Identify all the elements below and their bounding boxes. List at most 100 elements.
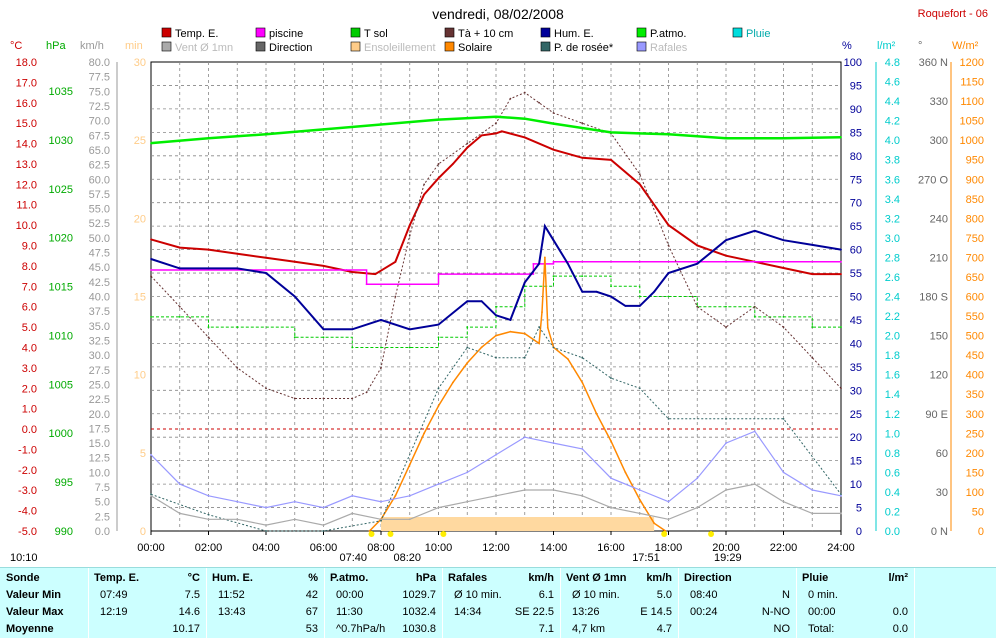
data-point xyxy=(437,387,440,390)
data-point xyxy=(696,244,699,247)
wind-axis-tick-label: 20.0 xyxy=(89,409,110,421)
stats-cell-time: 13:43 xyxy=(218,606,246,618)
stats-cell-value: 6.1 xyxy=(538,589,554,601)
data-point xyxy=(236,500,239,503)
rain-axis-tick-label: 0.0 xyxy=(885,526,900,538)
data-point xyxy=(552,275,555,278)
stats-cell-time: Total: xyxy=(808,623,835,635)
data-point xyxy=(265,524,267,527)
wind-axis-unit: km/h xyxy=(80,40,104,52)
x-tick-label: 12:00 xyxy=(482,542,510,554)
stats-row: 53 xyxy=(206,623,324,640)
minutes-axis-tick-label: 30 xyxy=(134,57,146,69)
wind-axis-tick-label: 40.0 xyxy=(89,292,110,304)
legend-swatch xyxy=(350,27,361,38)
data-point xyxy=(265,256,267,259)
stats-column: Hum. E.% 11:52 42 13:43 67 53 xyxy=(206,568,325,638)
stats-header-label: Vent Ø 1mn xyxy=(566,572,627,584)
stats-row: 7.1 xyxy=(442,623,560,640)
data-point xyxy=(408,518,411,521)
wind-axis-tick-label: 62.5 xyxy=(89,160,110,172)
stats-header: Pluie l/m² xyxy=(796,572,914,589)
temp-axis-tick-label: 9.0 xyxy=(22,241,37,253)
stats-cell-value: NO xyxy=(773,623,791,635)
rain-axis-tick-label: 3.0 xyxy=(885,233,900,245)
data-point xyxy=(667,224,670,227)
data-point xyxy=(595,412,598,415)
stats-cell-value: SE 22.5 xyxy=(514,606,554,618)
rain-axis-tick-label: 1.8 xyxy=(885,350,900,362)
legend-label: T sol xyxy=(364,28,388,40)
stats-header-label: P.atmo. xyxy=(330,572,369,584)
direction-axis-tick-label: 120 xyxy=(930,370,948,382)
wind-axis-tick-label: 57.5 xyxy=(89,189,110,201)
direction-axis-tick-label: 60 xyxy=(936,448,948,460)
data-point xyxy=(552,442,555,444)
data-point xyxy=(523,136,526,139)
legend-swatch xyxy=(636,41,647,52)
stats-row: 13:26 E 14.5 xyxy=(560,606,678,623)
data-point xyxy=(840,493,842,496)
solar-axis-tick-label: 50 xyxy=(972,506,984,518)
data-point xyxy=(725,305,727,308)
sun-event-label: 10:10 xyxy=(10,552,38,564)
data-point xyxy=(293,295,296,298)
temp-axis-tick-label: 0.0 xyxy=(22,424,37,436)
data-point xyxy=(265,272,267,274)
data-point xyxy=(150,238,152,241)
wind-axis-tick-label: 0.0 xyxy=(95,526,110,538)
data-point xyxy=(638,183,641,186)
humidity-axis-tick-label: 75 xyxy=(850,174,862,186)
data-point xyxy=(150,258,152,260)
data-point xyxy=(408,328,411,331)
stats-cell-time: 12:19 xyxy=(100,606,128,618)
data-point xyxy=(207,137,210,140)
temp-axis-tick-label: 17.0 xyxy=(16,77,37,89)
data-point xyxy=(509,330,512,333)
pressure-axis-tick-label: 1000 xyxy=(49,428,73,440)
minutes-axis-tick-label: 25 xyxy=(134,135,146,147)
data-point xyxy=(725,260,727,263)
data-point xyxy=(408,283,411,286)
solar-axis-tick-label: 900 xyxy=(966,174,984,186)
data-point xyxy=(236,326,239,328)
data-point xyxy=(725,254,727,257)
data-point xyxy=(538,262,541,265)
data-point xyxy=(667,417,670,420)
data-point xyxy=(624,304,627,307)
stats-row: 00:24 N-NO xyxy=(678,606,796,623)
data-point xyxy=(782,267,785,269)
data-point xyxy=(523,281,526,284)
stats-row: 07:49 7.5 xyxy=(88,589,206,606)
temp-axis-tick-label: 2.0 xyxy=(22,383,37,395)
data-point xyxy=(581,290,584,293)
data-point xyxy=(451,163,454,165)
data-point xyxy=(552,346,555,349)
data-point xyxy=(380,346,382,349)
solar-axis-tick-label: 150 xyxy=(966,467,984,479)
pressure-axis-tick-label: 1015 xyxy=(49,282,73,294)
data-point xyxy=(495,132,497,135)
data-point xyxy=(552,122,555,125)
sun-event-marker xyxy=(368,531,375,537)
temp-axis-tick-label: 7.0 xyxy=(22,281,37,293)
stats-row: Valeur Max xyxy=(0,606,88,623)
legend-swatch xyxy=(161,41,172,52)
data-point xyxy=(495,356,497,359)
data-point xyxy=(610,477,612,480)
data-point xyxy=(523,332,526,335)
rain-axis-tick-label: 2.2 xyxy=(885,311,900,323)
data-point xyxy=(408,463,411,466)
data-point xyxy=(495,494,497,497)
wind-axis-tick-label: 45.0 xyxy=(89,262,110,274)
humidity-axis-tick-label: 30 xyxy=(850,385,862,397)
solar-axis-tick-label: 650 xyxy=(966,272,984,284)
data-point xyxy=(753,430,756,433)
x-tick-label: 22:00 xyxy=(770,542,798,554)
stats-row: Ø 10 min. 5.0 xyxy=(560,589,678,606)
data-point xyxy=(322,506,325,509)
data-point xyxy=(394,295,397,298)
direction-axis-tick-label: 330 xyxy=(930,96,948,108)
stats-header-label: Pluie xyxy=(802,572,829,584)
data-point xyxy=(207,494,210,497)
